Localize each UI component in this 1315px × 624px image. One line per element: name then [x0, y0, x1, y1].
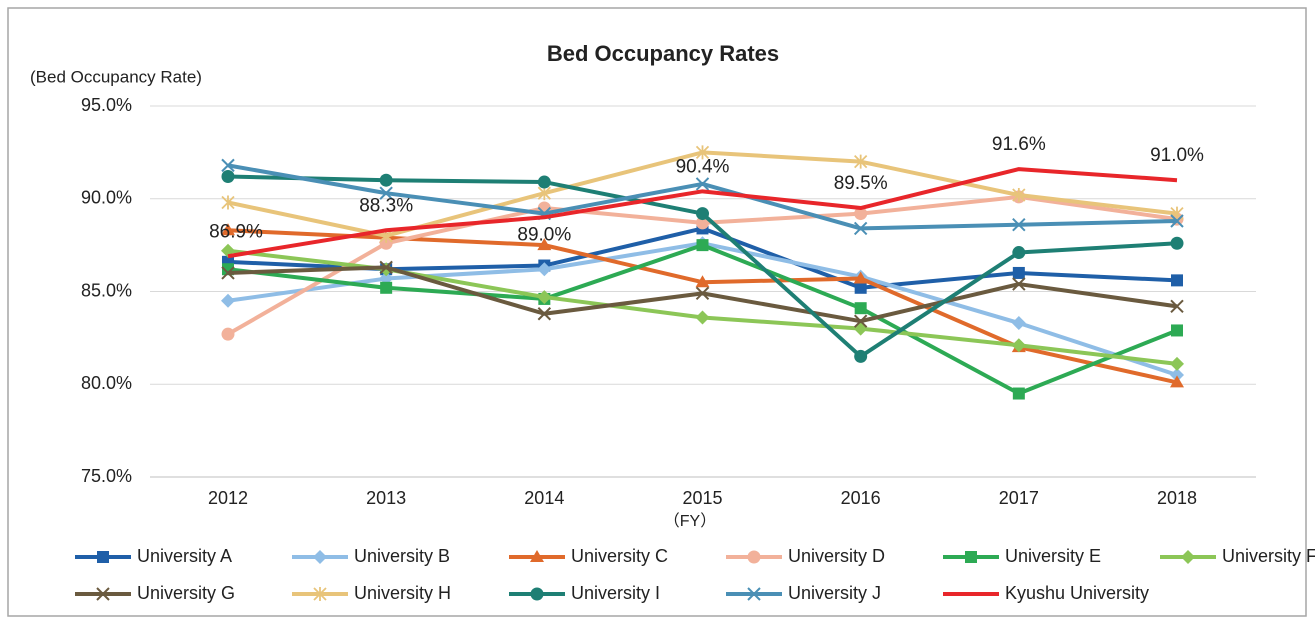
data-label: 90.4% — [676, 156, 730, 177]
marker — [530, 550, 544, 562]
marker — [96, 587, 110, 601]
marker — [313, 550, 327, 564]
marker — [854, 349, 868, 363]
marker — [1012, 387, 1025, 400]
y-tick-label: 90.0% — [81, 188, 132, 208]
data-label: 89.0% — [517, 224, 571, 245]
x-tick-label: 2015 — [682, 488, 722, 508]
marker — [221, 293, 235, 308]
data-label: 91.0% — [1150, 145, 1204, 166]
marker — [747, 587, 761, 601]
marker — [380, 281, 393, 294]
marker — [537, 238, 552, 251]
x-tick-label: 2018 — [1157, 488, 1197, 508]
marker — [1170, 236, 1184, 250]
y-tick-label: 75.0% — [81, 466, 132, 486]
marker — [221, 169, 235, 183]
series-line — [227, 167, 1178, 259]
marker — [221, 266, 235, 280]
marker — [1012, 266, 1025, 279]
marker — [1011, 338, 1026, 353]
y-tick-label: 80.0% — [81, 373, 132, 393]
marker — [695, 286, 710, 301]
marker — [696, 239, 709, 252]
marker — [853, 314, 868, 328]
chart-title: Bed Occupancy Rates — [547, 41, 779, 66]
x-tick-label: 2014 — [524, 488, 564, 508]
marker — [1011, 316, 1026, 331]
marker — [1171, 274, 1183, 287]
marker — [1170, 214, 1184, 228]
marker — [221, 223, 235, 236]
y-axis-label: (Bed Occupancy Rate) — [30, 67, 202, 86]
data-label: 86.9% — [209, 221, 263, 242]
marker — [854, 302, 867, 315]
marker — [379, 186, 393, 200]
legend-label: University J — [788, 583, 881, 603]
marker — [695, 145, 710, 160]
x-tick-label: 2016 — [841, 488, 881, 508]
marker — [1170, 375, 1184, 388]
marker — [747, 550, 761, 564]
x-tick-label: 2013 — [366, 488, 406, 508]
marker — [965, 551, 977, 563]
marker — [1170, 299, 1184, 314]
legend-label: University A — [137, 546, 232, 566]
marker — [313, 587, 327, 601]
marker — [221, 158, 235, 173]
data-label: 88.3% — [359, 195, 413, 216]
marker — [379, 260, 393, 275]
marker — [695, 177, 710, 191]
marker — [695, 275, 710, 288]
data-label: 91.6% — [992, 134, 1046, 155]
marker — [97, 551, 109, 563]
marker — [537, 262, 552, 277]
y-tick-label: 85.0% — [81, 280, 132, 300]
marker — [537, 290, 552, 305]
marker — [696, 216, 709, 230]
x-axis-label: （FY） — [664, 512, 716, 530]
legend-label: University D — [788, 546, 885, 566]
marker — [1181, 550, 1195, 564]
legend-label: University I — [571, 583, 660, 603]
marker — [530, 587, 544, 601]
legend-label: University E — [1005, 546, 1101, 566]
marker — [1012, 218, 1026, 232]
marker — [221, 195, 235, 210]
legend-label: University F — [1222, 546, 1315, 566]
marker — [695, 310, 710, 325]
marker — [379, 173, 393, 187]
marker — [696, 207, 709, 221]
legend-label: University C — [571, 546, 668, 566]
marker — [1171, 324, 1183, 337]
marker — [854, 207, 868, 221]
data-label: 89.5% — [834, 173, 888, 194]
marker — [853, 271, 868, 284]
marker — [854, 154, 868, 169]
y-tick-label: 95.0% — [81, 95, 132, 115]
marker — [537, 307, 552, 321]
marker — [537, 175, 551, 189]
marker — [1170, 356, 1184, 371]
legend-label: University B — [354, 546, 450, 566]
marker — [221, 327, 235, 341]
legend-label: University H — [354, 583, 451, 603]
marker — [853, 221, 868, 236]
marker — [1012, 277, 1026, 291]
marker — [1170, 367, 1184, 382]
marker — [1012, 188, 1026, 203]
legend-label: University G — [137, 583, 235, 603]
legend-label: Kyushu University — [1005, 583, 1149, 603]
x-tick-label: 2017 — [999, 488, 1039, 508]
x-tick-label: 2012 — [208, 488, 248, 508]
marker — [1012, 246, 1026, 260]
marker — [854, 281, 867, 294]
